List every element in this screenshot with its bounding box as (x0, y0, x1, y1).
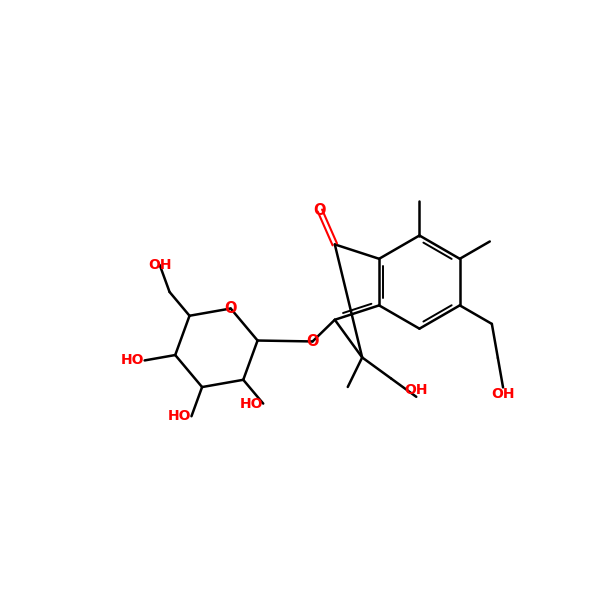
Text: OH: OH (148, 258, 172, 272)
Text: OH: OH (491, 388, 515, 401)
Text: OH: OH (404, 383, 428, 397)
Text: HO: HO (121, 353, 145, 367)
Text: O: O (224, 301, 237, 316)
Text: HO: HO (168, 409, 191, 423)
Text: O: O (314, 203, 326, 218)
Text: O: O (307, 334, 319, 349)
Text: HO: HO (240, 397, 263, 410)
